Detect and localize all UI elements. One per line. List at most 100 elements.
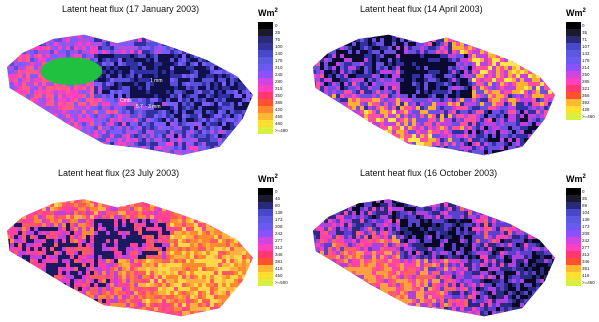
legend-swatch (566, 78, 581, 85)
legend-label: 242 (275, 231, 283, 236)
legend-label: 428 (582, 107, 590, 112)
legend-label: 350 (275, 93, 283, 98)
heat-flux-map (308, 183, 560, 319)
legend-label: 245 (275, 72, 283, 77)
legend-label: 107 (582, 44, 590, 49)
legend-swatch (258, 85, 273, 92)
legend-swatch (258, 202, 273, 209)
legend-swatch (258, 50, 273, 57)
legend-swatch (566, 71, 581, 78)
panel-title: Latent heat flux (17 January 2003) (62, 4, 200, 14)
legend-label: >=490 (275, 128, 288, 133)
legend-label: 312 (275, 245, 283, 250)
legend-swatch (258, 92, 273, 99)
legend-label: 69 (582, 203, 588, 208)
heat-flux-map (2, 18, 258, 158)
legend-label: 210 (275, 65, 283, 70)
legend-label: 420 (275, 107, 283, 112)
legend-swatch (566, 223, 581, 230)
legend-unit: Wm2 (566, 8, 586, 18)
legend-labels: 0 35 71 107 142 178 214 250 285 321 356 392 428 >=460 (582, 22, 595, 120)
legend-label: 46 (275, 196, 281, 201)
legend-label: 346 (275, 252, 283, 257)
legend-label: 75 (275, 37, 281, 42)
legend-swatch (566, 106, 581, 113)
legend-label: 208 (275, 224, 283, 229)
legend-label: 0 (582, 189, 585, 194)
legend-label: 250 (582, 72, 590, 77)
legend-label: 321 (582, 86, 590, 91)
legend-swatch (566, 272, 581, 279)
legend-swatch (258, 127, 273, 134)
legend-swatch (566, 43, 581, 50)
legend-swatch (258, 209, 273, 216)
panel-title: Latent heat flux (14 April 2003) (360, 4, 483, 14)
legend-swatch (566, 258, 581, 265)
annotation: 3 mm (148, 104, 161, 110)
legend-swatch (258, 64, 273, 71)
legend-swatch (258, 99, 273, 106)
legend-swatch (566, 188, 581, 195)
legend-label: 315 (275, 86, 283, 91)
color-legend (566, 22, 581, 120)
annotation: 5.7 (136, 104, 143, 110)
legend-swatch (566, 209, 581, 216)
legend-swatch (566, 251, 581, 258)
heat-flux-map (308, 18, 560, 158)
legend-swatch (566, 195, 581, 202)
legend-swatch (566, 99, 581, 106)
panel-title: Latent heat flux (23 July 2003) (58, 168, 180, 178)
legend-label: 173 (275, 217, 283, 222)
legend-label: 392 (582, 100, 590, 105)
legend-swatch (258, 237, 273, 244)
legend-swatch (566, 50, 581, 57)
legend-label: 35 (582, 30, 588, 35)
legend-swatch (566, 265, 581, 272)
legend-label: 100 (275, 44, 283, 49)
legend-swatch (566, 237, 581, 244)
legend-unit: Wm2 (258, 174, 278, 184)
legend-label: 385 (275, 100, 283, 105)
legend-swatch (566, 216, 581, 223)
legend-unit: Wm2 (258, 8, 278, 18)
legend-label: 277 (582, 245, 590, 250)
legend-swatch (258, 188, 273, 195)
legend-swatch (566, 244, 581, 251)
legend-label: 455 (275, 114, 283, 119)
legend-swatch (258, 272, 273, 279)
legend-swatch (566, 230, 581, 237)
legend-label: 104 (582, 210, 590, 215)
legend-label: 140 (275, 51, 283, 56)
legend-label: 71 (582, 37, 588, 42)
legend-swatch (258, 265, 273, 272)
legend-label: 35 (582, 196, 588, 201)
legend-swatch (258, 258, 273, 265)
legend-swatch (258, 43, 273, 50)
legend-swatch (566, 92, 581, 99)
legend-label: 178 (582, 58, 590, 63)
legend-swatch (258, 120, 273, 127)
legend-swatch (566, 85, 581, 92)
annotation: 1 mm (150, 78, 163, 84)
legend-label: 80 (275, 203, 281, 208)
legend-label: 25 (275, 30, 281, 35)
legend-label: 381 (582, 266, 590, 271)
legend-swatch (258, 106, 273, 113)
legend-swatch (566, 279, 581, 286)
legend-label: 208 (582, 231, 590, 236)
legend-label: >=450 (582, 280, 595, 285)
legend-swatch (566, 202, 581, 209)
panel-title: Latent heat flux (16 October 2003) (360, 168, 498, 178)
legend-label: 142 (582, 51, 590, 56)
legend-label: 138 (275, 210, 283, 215)
legend-swatch (258, 251, 273, 258)
legend-swatch (566, 36, 581, 43)
legend-swatch (566, 22, 581, 29)
heat-flux-map (2, 183, 258, 319)
legend-labels: 0 46 80 138 173 208 242 277 312 346 381 416 450 >=500 (275, 188, 288, 286)
legend-label: 285 (582, 79, 590, 84)
legend-label: 173 (582, 224, 590, 229)
color-legend (566, 188, 581, 286)
legend-swatch (566, 64, 581, 71)
legend-swatch (566, 29, 581, 36)
